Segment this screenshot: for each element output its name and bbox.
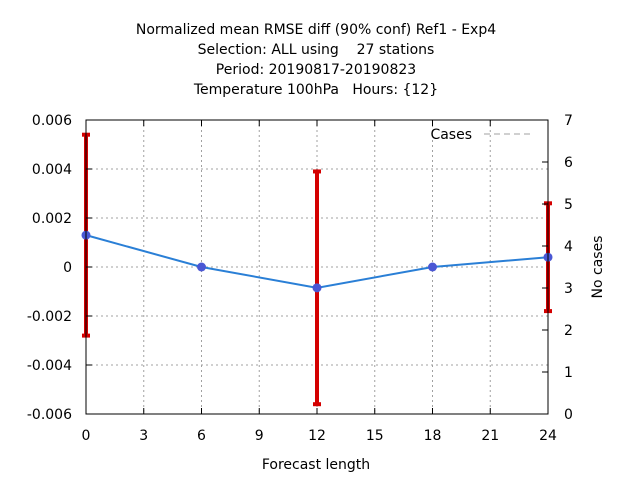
y-tick-label: -0.004 (27, 358, 72, 374)
y2-tick-label: 5 (564, 197, 573, 213)
x-tick-label: 24 (539, 428, 557, 444)
y-tick-label: 0.002 (32, 211, 72, 227)
data-point (197, 262, 206, 272)
y-tick-label: 0.004 (32, 162, 72, 178)
x-tick-label: 6 (197, 428, 206, 444)
y2-tick-label: 2 (564, 323, 573, 339)
chart-title: Normalized mean RMSE diff (90% conf) Ref… (136, 22, 496, 98)
x-axis-label: Forecast length (262, 457, 370, 473)
legend: Cases (430, 127, 530, 143)
x-tick-label: 3 (139, 428, 148, 444)
chart-title-line-1: Normalized mean RMSE diff (90% conf) Ref… (136, 22, 496, 38)
x-tick-label: 18 (424, 428, 442, 444)
chart-title-line-3: Period: 20190817-20190823 (216, 62, 416, 78)
series (81, 132, 553, 407)
chart-title-line-2: Selection: ALL using 27 stations (198, 42, 435, 58)
x-tick-label: 21 (481, 428, 499, 444)
x-tick-label: 12 (308, 428, 326, 444)
y2-tick-label: 7 (564, 113, 573, 129)
x-tick-label: 9 (255, 428, 264, 444)
chart-title-line-4: Temperature 100hPa Hours: {12} (193, 82, 438, 98)
x-tick-label: 0 (82, 428, 91, 444)
y2-tick-label: 0 (564, 407, 573, 423)
y2-tick-label: 1 (564, 365, 573, 381)
y2-tick-label: 6 (564, 155, 573, 171)
y-tick-label: 0.006 (32, 113, 72, 129)
y2-tick-label: 3 (564, 281, 573, 297)
y-tick-label: -0.006 (27, 407, 72, 423)
y2-tick-label: 4 (564, 239, 573, 255)
ticks: 0 3 6 9 12 15 18 21 24-0.006-0.004-0.00200.0020.… (27, 113, 573, 444)
data-point (312, 283, 322, 293)
legend-label: Cases (430, 127, 472, 143)
y-tick-label: 0 (63, 260, 72, 276)
y2-axis-label: No cases (590, 236, 606, 299)
data-point (428, 262, 437, 272)
y-tick-label: -0.002 (27, 309, 72, 325)
x-tick-label: 15 (366, 428, 384, 444)
